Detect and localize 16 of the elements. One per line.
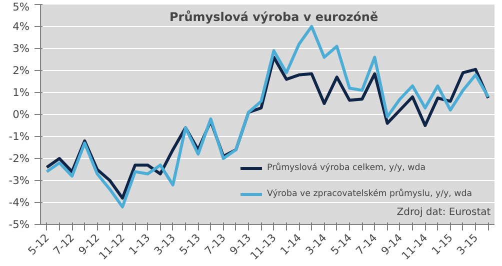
y-tick-label: 3%	[12, 42, 30, 55]
y-tick-label: 4%	[12, 20, 30, 33]
y-tick-label: 1%	[12, 86, 30, 99]
annotation: Zdroj dat: Eurostat	[396, 206, 491, 218]
text: Průmyslová výroba v eurozóně	[170, 10, 378, 24]
y-tick-label: 2%	[12, 64, 30, 77]
y-tick-label: -4%	[8, 196, 30, 209]
y-tick-label: 0%	[12, 108, 30, 121]
y-tick-label: -1%	[8, 130, 30, 143]
legend-label: Průmyslová výroba celkem, y/y, wda	[267, 163, 426, 173]
y-tick-label: -3%	[8, 174, 30, 187]
y-tick-label: -5%	[8, 218, 30, 231]
line-series	[45, 25, 490, 208]
y-tick-label: 5%	[12, 0, 30, 14]
y-tick-label: -2%	[8, 152, 30, 165]
legend-label: Výroba ve zpracovatelském průmyslu, y/y, wda	[267, 189, 472, 199]
